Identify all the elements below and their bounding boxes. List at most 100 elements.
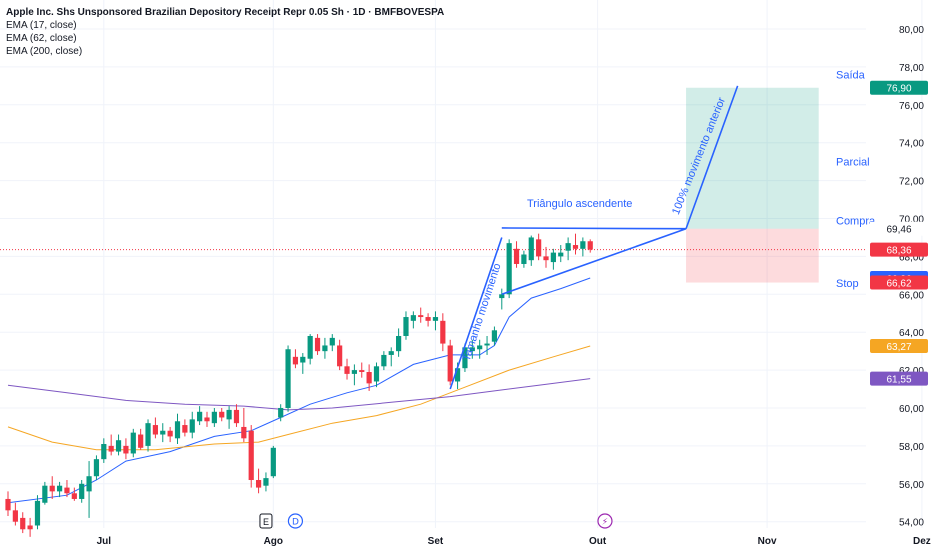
candle	[42, 481, 48, 505]
candle	[396, 328, 402, 357]
candle-body	[182, 425, 188, 433]
candle-body	[167, 430, 173, 437]
event-marker-circle	[287, 513, 304, 529]
price-badge	[870, 221, 928, 236]
symbol-title[interactable]: Apple Inc. Shs Unsponsored Brazilian Dep…	[6, 7, 445, 18]
event-marker[interactable]: D	[287, 513, 304, 529]
candle-body	[56, 485, 63, 492]
candle	[93, 455, 100, 481]
event-marker[interactable]: ⚡	[597, 513, 613, 529]
candle-body	[27, 525, 33, 530]
candle	[359, 362, 365, 378]
price-tick-label: 56,00	[899, 480, 924, 491]
price-badge-label: 68,36	[886, 246, 911, 257]
candle	[226, 406, 232, 429]
candle-body	[418, 315, 424, 318]
candle-body	[42, 485, 48, 503]
price-tick-label: 58,00	[899, 442, 924, 453]
candle	[56, 481, 63, 498]
candle	[285, 345, 291, 412]
event-marker[interactable]: E	[259, 513, 273, 529]
candle-body	[49, 485, 55, 492]
candle	[130, 428, 136, 458]
price-tick-label: 74,00	[899, 139, 924, 150]
candle-body	[351, 370, 357, 374]
candle	[71, 487, 77, 501]
triangle-support-line	[501, 227, 687, 296]
candle	[12, 502, 18, 526]
candle-body	[432, 317, 439, 321]
price-tick-label: 62,00	[899, 366, 924, 377]
event-marker-label: D	[292, 518, 299, 528]
candle-body	[491, 330, 498, 342]
candle-body	[263, 478, 269, 486]
candle	[49, 476, 55, 499]
price-badge-label: 66,62	[886, 279, 911, 290]
price-tick-label: 78,00	[899, 63, 924, 74]
candle-body	[410, 315, 416, 321]
candle-body	[255, 480, 262, 488]
candle	[189, 411, 195, 439]
event-marker-label: ⚡	[602, 518, 608, 528]
candle	[410, 311, 416, 329]
candle	[263, 472, 269, 492]
candle-body	[189, 419, 195, 433]
candle-body	[314, 337, 321, 352]
candle-body	[322, 345, 328, 352]
price-badge-label: 63,27	[886, 342, 911, 353]
candle-body	[285, 349, 291, 408]
time-tick-label: Jul	[97, 536, 112, 547]
legend-ema200[interactable]: EMA (200, close)	[6, 46, 83, 57]
candle-body	[506, 243, 512, 295]
candle-body	[300, 356, 306, 363]
candle-body	[381, 354, 387, 367]
candle	[499, 288, 505, 310]
price-axis: 52,0054,0056,0058,0060,0062,0064,0066,00…	[870, 25, 928, 529]
candle-body	[233, 409, 240, 424]
price-tick-label: 80,00	[899, 25, 924, 36]
candle	[314, 334, 321, 355]
earnings-marker-box	[259, 513, 273, 529]
candle	[278, 404, 284, 422]
candle-body	[12, 510, 18, 522]
legend-ema62[interactable]: EMA (62, close)	[6, 33, 77, 44]
legend-ema17[interactable]: EMA (17, close)	[6, 20, 77, 31]
candle	[447, 339, 453, 386]
candle	[64, 480, 70, 498]
candle	[506, 239, 512, 299]
candle	[587, 239, 593, 253]
candle-body	[388, 351, 394, 355]
candle	[145, 419, 151, 452]
stop-label: Stop	[836, 278, 859, 290]
candle-body	[64, 487, 70, 494]
price-badge	[870, 275, 928, 290]
candle-body	[454, 368, 461, 382]
candle	[373, 362, 380, 388]
triangle-resistance-line	[501, 227, 687, 230]
candle	[462, 343, 468, 372]
compra-label: Compra	[836, 215, 876, 227]
candle	[219, 408, 225, 422]
candle	[550, 248, 556, 270]
candle-body	[329, 337, 335, 346]
candle-body	[101, 444, 107, 460]
parcial-label: Parcial	[836, 157, 870, 169]
time-tick-label: Out	[589, 536, 607, 547]
candle	[79, 480, 85, 503]
price-tick-label: 66,00	[899, 290, 924, 301]
candle	[167, 426, 173, 443]
candle	[20, 512, 26, 534]
candle	[469, 339, 475, 359]
candle-body	[528, 237, 534, 261]
candle	[270, 445, 276, 479]
price-tick-label: 72,00	[899, 177, 924, 188]
candle-body	[513, 248, 520, 264]
candle-body	[160, 430, 166, 435]
candle	[138, 428, 144, 450]
candle-body	[20, 517, 26, 530]
candles	[5, 233, 593, 537]
candle-body	[197, 411, 203, 422]
candle-body	[278, 408, 284, 418]
